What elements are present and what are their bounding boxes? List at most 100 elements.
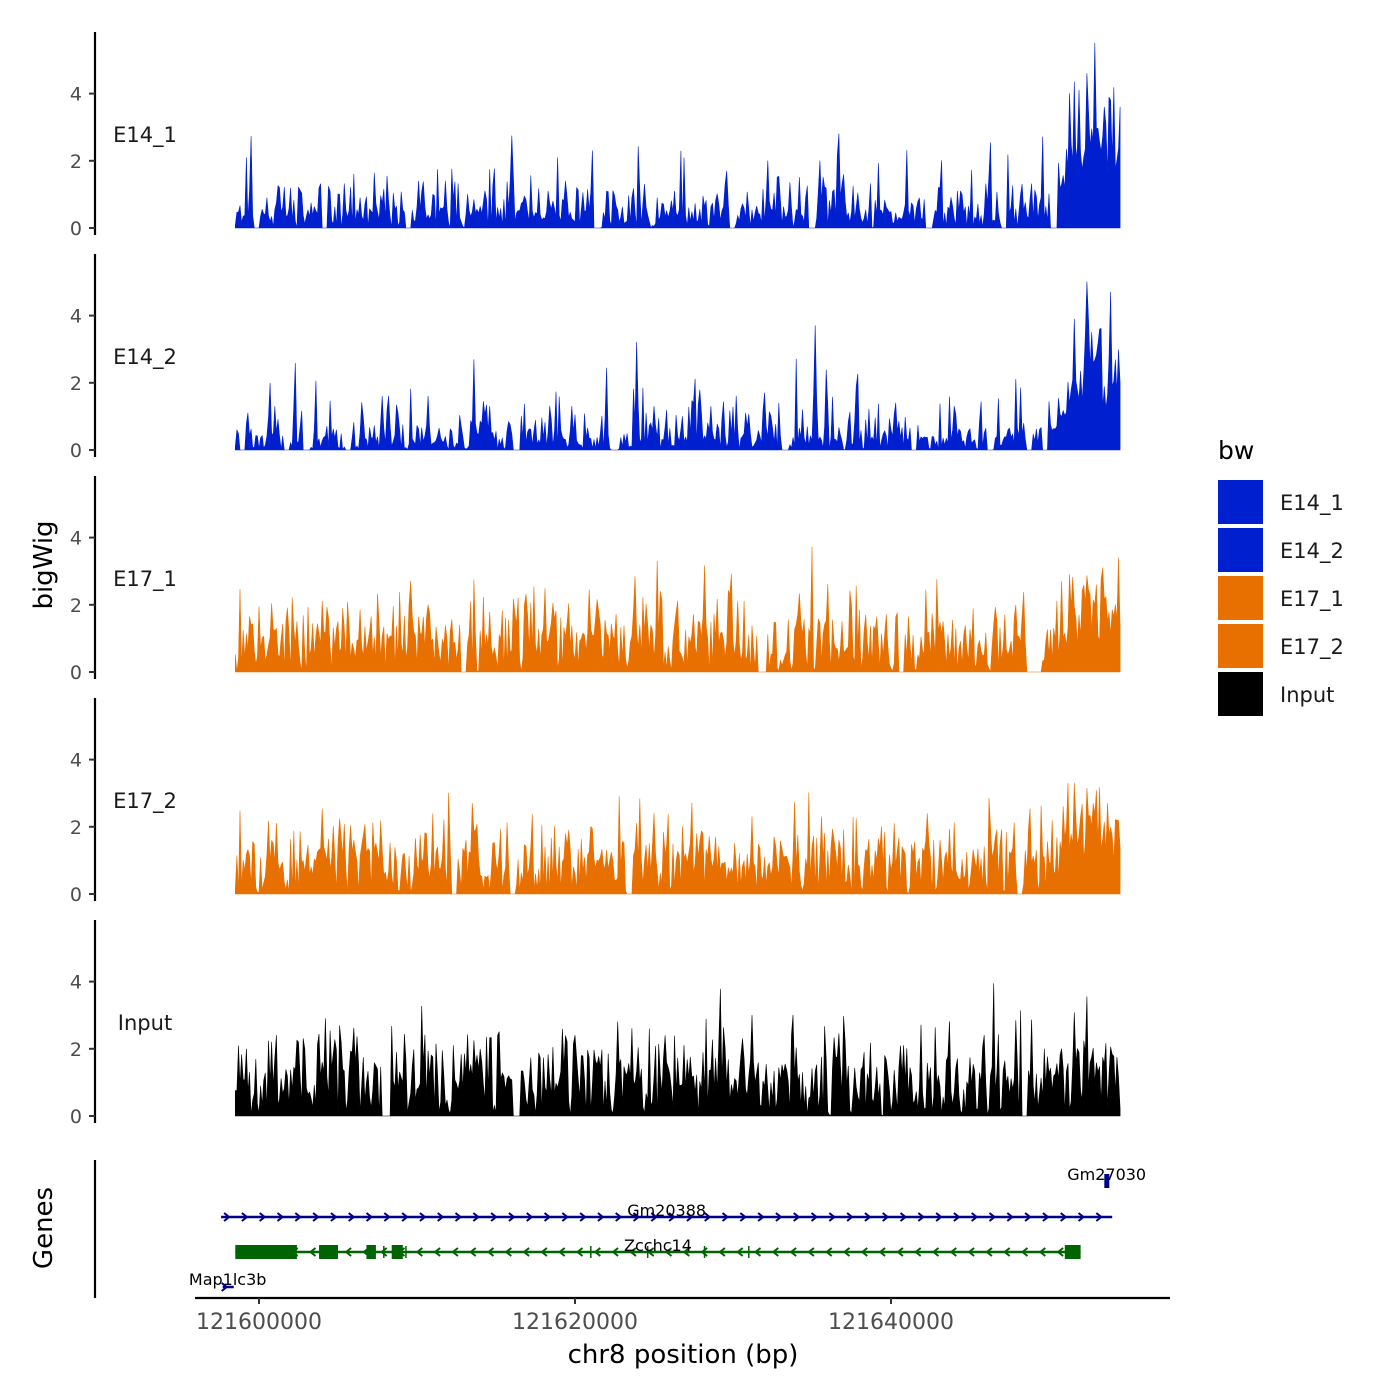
strand-arrow <box>718 1247 726 1257</box>
gene-exon <box>319 1245 338 1259</box>
strand-arrow <box>721 1212 730 1222</box>
strand-arrow <box>846 1212 854 1222</box>
strand-arrow <box>899 1212 908 1222</box>
strand-arrow <box>597 1212 605 1222</box>
strand-arrow <box>312 1212 320 1222</box>
track-label: E17_1 <box>113 567 177 592</box>
strand-arrow <box>988 1212 997 1222</box>
strand-arrow <box>348 1212 356 1222</box>
strand-arrow <box>365 1212 374 1222</box>
strand-arrow <box>842 1247 851 1257</box>
strand-arrow <box>259 1212 267 1222</box>
y-axis-title: bigWig <box>29 520 59 609</box>
legend-swatch <box>1218 528 1263 572</box>
strand-arrow <box>985 1247 993 1257</box>
strand-arrow <box>526 1212 534 1222</box>
strand-arrow <box>308 1247 317 1257</box>
strand-arrow <box>1077 1212 1086 1222</box>
gene-exon <box>366 1245 376 1259</box>
legend-entry-label: E17_1 <box>1280 587 1344 612</box>
strand-arrow <box>668 1212 676 1222</box>
y-tick-label: 0 <box>70 662 82 684</box>
strand-arrow <box>807 1247 815 1257</box>
tracks: 0 2 4 E14_1 0 2 4 E14_2 0 2 4 E17_1 0 2 4 E17_2 0 2 4 Input <box>70 32 1121 1128</box>
strand-arrow <box>276 1212 285 1222</box>
legend-swatch <box>1218 576 1263 620</box>
y-tick-label: 4 <box>70 306 82 328</box>
strand-arrow <box>490 1212 498 1222</box>
track-panel-e17-1: 0 2 4 E17_1 <box>70 476 1121 684</box>
signal-area-e14-2 <box>235 281 1121 451</box>
gene-gm20388: Gm20388 <box>221 1201 1113 1222</box>
legend-swatch <box>1218 480 1263 524</box>
track-panel-e14-2: 0 2 4 E14_2 <box>70 254 1121 462</box>
strand-arrow <box>1060 1212 1068 1222</box>
strand-arrow <box>828 1212 836 1222</box>
strand-arrow <box>383 1212 391 1222</box>
strand-arrow <box>757 1212 765 1222</box>
strand-arrow <box>935 1212 943 1222</box>
legend: bw E14_1 E14_2 E17_1 E17_2 Input <box>1218 436 1344 716</box>
strand-arrow <box>810 1212 819 1222</box>
genes-track: Gm27030 Gm20388 Zcchc14 Map1lc3b <box>93 1160 1146 1298</box>
strand-arrow <box>454 1212 463 1222</box>
gene-label: Gm27030 <box>1067 1165 1146 1184</box>
strand-arrow <box>864 1212 872 1222</box>
strand-arrow <box>380 1247 388 1257</box>
signal-area-input <box>235 983 1121 1117</box>
strand-arrow <box>878 1247 886 1257</box>
strand-arrow <box>789 1247 797 1257</box>
strand-arrow <box>860 1247 868 1257</box>
y-tick-label: 2 <box>70 595 82 617</box>
strand-arrow <box>615 1212 623 1222</box>
gene-exon <box>391 1245 403 1259</box>
strand-arrow <box>504 1247 512 1257</box>
x-tick-label: 121600000 <box>196 1310 322 1335</box>
strand-arrow <box>543 1212 552 1222</box>
strand-arrow <box>1020 1247 1029 1257</box>
legend-entry-label: Input <box>1280 683 1334 707</box>
strand-arrow <box>486 1247 495 1257</box>
strand-arrow <box>472 1212 480 1222</box>
track-panel-input: 0 2 4 Input <box>70 920 1121 1128</box>
strand-arrow <box>739 1212 747 1222</box>
strand-arrow <box>736 1247 744 1257</box>
y-tick-label: 0 <box>70 218 82 240</box>
strand-arrow <box>931 1247 940 1257</box>
strand-arrow <box>1003 1247 1011 1257</box>
strand-arrow <box>682 1247 690 1257</box>
y-tick-label: 4 <box>70 528 82 550</box>
genes-axis-title: Genes <box>29 1187 59 1269</box>
strand-arrow <box>664 1247 673 1257</box>
strand-arrow <box>771 1247 779 1257</box>
strand-arrow <box>700 1247 708 1257</box>
legend-title: bw <box>1218 436 1254 465</box>
legend-entry-label: E17_2 <box>1280 635 1344 660</box>
strand-arrow <box>1038 1247 1046 1257</box>
strand-arrow <box>540 1247 548 1257</box>
strand-arrow <box>419 1212 427 1222</box>
strand-arrow <box>647 1247 655 1257</box>
strand-arrow <box>593 1247 601 1257</box>
y-tick-label: 2 <box>70 1039 82 1061</box>
strand-arrow <box>522 1247 530 1257</box>
gene-gm27030: Gm27030 <box>1067 1165 1146 1188</box>
track-label: Input <box>118 1011 172 1035</box>
strand-arrow <box>330 1212 338 1222</box>
strand-arrow <box>793 1212 801 1222</box>
y-tick-label: 0 <box>70 884 82 906</box>
strand-arrow <box>1006 1212 1014 1222</box>
y-tick-label: 0 <box>70 1106 82 1128</box>
strand-arrow <box>558 1247 566 1257</box>
signal-area-e17-1 <box>235 546 1121 673</box>
strand-arrow <box>433 1247 441 1257</box>
strand-arrow <box>753 1247 762 1257</box>
signal-area-e14-1 <box>235 42 1121 229</box>
y-tick-label: 4 <box>70 750 82 772</box>
y-tick-label: 0 <box>70 440 82 462</box>
y-tick-label: 2 <box>70 373 82 395</box>
strand-arrow <box>451 1247 459 1257</box>
strand-arrow <box>1095 1212 1103 1222</box>
strand-arrow <box>629 1247 637 1257</box>
